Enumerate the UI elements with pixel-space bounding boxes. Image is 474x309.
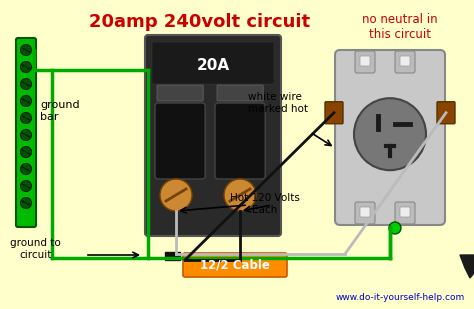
Text: no neutral in
this circuit: no neutral in this circuit [362, 13, 438, 41]
FancyBboxPatch shape [16, 38, 36, 227]
Circle shape [20, 197, 31, 209]
Text: ground to
circuit: ground to circuit [10, 238, 61, 260]
FancyBboxPatch shape [355, 202, 375, 224]
Text: ground
bar: ground bar [40, 100, 80, 122]
Text: white wire
marked hot: white wire marked hot [248, 92, 308, 114]
FancyBboxPatch shape [183, 253, 287, 277]
Text: 20amp 240volt circuit: 20amp 240volt circuit [90, 13, 310, 31]
FancyBboxPatch shape [325, 102, 343, 124]
FancyBboxPatch shape [395, 202, 415, 224]
FancyBboxPatch shape [217, 85, 263, 101]
FancyBboxPatch shape [335, 50, 445, 225]
Circle shape [160, 179, 192, 211]
FancyBboxPatch shape [360, 207, 370, 217]
FancyBboxPatch shape [157, 85, 203, 101]
Circle shape [20, 129, 31, 141]
FancyBboxPatch shape [152, 42, 274, 84]
FancyBboxPatch shape [360, 56, 370, 66]
Text: 20A: 20A [196, 57, 229, 73]
FancyBboxPatch shape [355, 51, 375, 73]
Circle shape [20, 95, 31, 107]
Bar [165, 252, 180, 260]
Circle shape [354, 98, 426, 170]
FancyBboxPatch shape [400, 207, 410, 217]
Circle shape [20, 78, 31, 90]
Circle shape [224, 179, 256, 211]
FancyBboxPatch shape [155, 103, 205, 179]
Circle shape [20, 44, 31, 56]
FancyBboxPatch shape [400, 56, 410, 66]
Polygon shape [460, 255, 474, 278]
FancyBboxPatch shape [215, 103, 265, 179]
FancyBboxPatch shape [437, 102, 455, 124]
Text: 12/2 Cable: 12/2 Cable [200, 259, 270, 272]
Circle shape [389, 222, 401, 234]
Circle shape [20, 180, 31, 192]
Circle shape [20, 146, 31, 158]
Circle shape [20, 112, 31, 124]
Circle shape [20, 163, 31, 175]
Circle shape [20, 61, 31, 73]
Text: Hot 120 Volts
Each: Hot 120 Volts Each [230, 193, 300, 214]
FancyBboxPatch shape [395, 51, 415, 73]
Text: www.do-it-yourself-help.com: www.do-it-yourself-help.com [336, 293, 465, 302]
FancyBboxPatch shape [145, 35, 281, 236]
